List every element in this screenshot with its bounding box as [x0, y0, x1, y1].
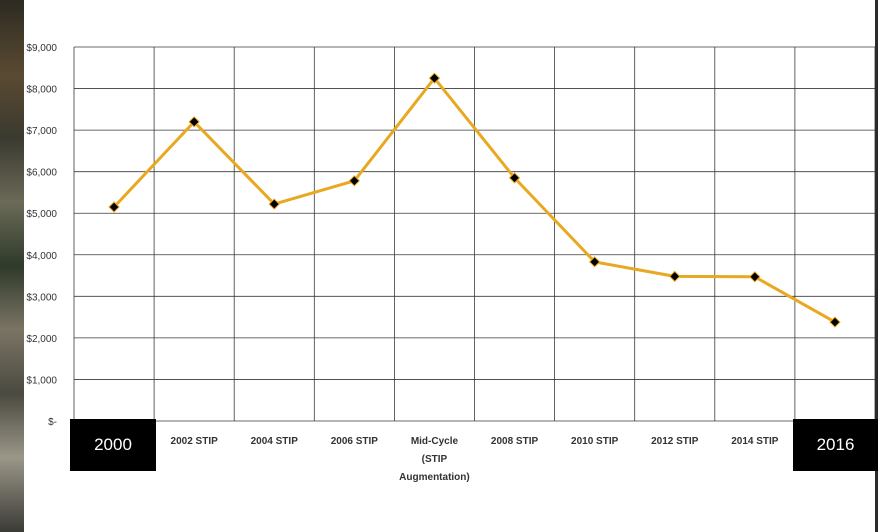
x-tick-label: 2014 STIP: [731, 436, 779, 447]
data-point-marker: [669, 270, 681, 283]
data-point-marker: [348, 175, 361, 187]
series-line: [112, 76, 836, 324]
x-tick-label: 2002 STIP: [171, 436, 219, 447]
x-tick-label: 2010 STIP: [571, 436, 619, 447]
grid: [73, 46, 875, 422]
data-point-marker: [749, 271, 761, 283]
series-line-layer: [112, 76, 836, 324]
x-tick-label: Mid-Cycle (STIP Augmentation): [399, 436, 470, 483]
data-markers: [108, 72, 841, 328]
data-point-marker: [268, 198, 280, 210]
chart-panel: $- $1,000 $2,000 $3,000 $4,000 $5,000 $6,000 $7…: [24, 0, 875, 532]
data-point-marker: [108, 201, 120, 213]
background-photo-strip: [0, 0, 24, 532]
y-axis-tick-labels: $- $1,000 $2,000 $3,000 $4,000 $5,000 $6,000 $7…: [26, 43, 57, 428]
data-point-marker: [829, 316, 841, 328]
x-tick-label: 2012 STIP: [651, 436, 699, 447]
y-tick-label: $4,000: [26, 251, 57, 262]
data-point-marker: [588, 256, 601, 268]
data-point-marker: [508, 172, 521, 184]
x-tick-label: 2004 STIP: [251, 436, 299, 447]
y-tick-label: $3,000: [26, 292, 57, 303]
year-label-start: 2000: [70, 419, 156, 471]
y-tick-label: $2,000: [26, 334, 57, 345]
x-tick-label: 2008 STIP: [491, 436, 539, 447]
x-tick-label: 2006 STIP: [331, 436, 379, 447]
year-label-end: 2016: [793, 419, 878, 471]
y-tick-label: $9,000: [26, 43, 57, 54]
background-edge-strip: [875, 0, 878, 532]
data-point-marker: [188, 116, 200, 128]
data-point-marker: [428, 72, 441, 84]
y-tick-label: $6,000: [26, 168, 57, 179]
y-tick-label: $8,000: [26, 85, 57, 96]
y-tick-label: $7,000: [26, 126, 57, 137]
y-tick-label: $1,000: [26, 375, 57, 386]
y-tick-label: $-: [48, 417, 57, 428]
y-tick-label: $5,000: [26, 209, 57, 220]
